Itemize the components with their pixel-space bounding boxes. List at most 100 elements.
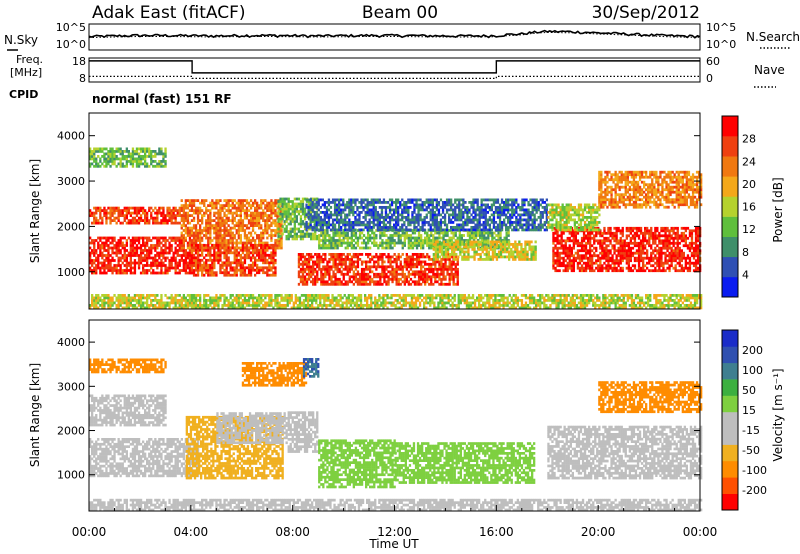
power-cell [305,232,309,236]
power-cell [483,248,486,251]
power-cell [305,235,309,238]
power-cell [390,228,394,232]
power-cell [556,249,559,253]
power-cell [297,262,301,266]
power-cell [371,270,374,274]
power-cell [121,221,124,225]
power-cell [428,255,431,259]
power-cell [190,241,194,245]
power-cell [186,226,190,230]
power-cell [160,269,163,272]
power-cell [421,208,424,212]
power-cell [129,251,132,255]
power-cell [307,253,311,256]
power-cell [166,269,169,272]
power-cell [342,272,345,276]
power-cell [336,239,339,242]
power-cell [256,224,259,227]
nsky-series-line [88,29,701,39]
power-cell [336,234,339,237]
power-cell [342,221,345,224]
power-cell [133,216,137,220]
power-cell [358,280,362,284]
power-cell [393,275,396,279]
power-cell [558,259,561,263]
power-cell [280,239,283,242]
power-cell [379,275,382,279]
power-cell [525,208,528,212]
power-cell [420,255,423,259]
power-cell [103,241,106,245]
power-cell [146,254,149,257]
power-cell [281,200,284,203]
power-cell [135,206,139,210]
power-cell [436,267,439,271]
power-cell [458,206,461,209]
power-cell [508,253,511,256]
power-cell [278,241,281,245]
power-cell [325,206,329,209]
power-cell [374,223,377,227]
power-cell [464,218,467,222]
power-cell [251,266,255,270]
power-cell [452,277,455,281]
power-cell [156,219,159,222]
power-cell [258,243,261,247]
power-cell [340,211,343,214]
power-cell [556,239,559,243]
power-cell [160,264,163,267]
power-cell [272,248,275,252]
power-cell [564,259,567,263]
power-cell [430,241,433,245]
power-cell [256,268,259,272]
power-cell [428,241,431,245]
power-cell [101,246,104,250]
power-cell [317,203,320,207]
power-cell [498,223,502,227]
power-cell [201,263,204,267]
power-cell [270,261,273,265]
power-cell [322,275,325,279]
power-cell [450,277,453,281]
power-cell [350,265,353,269]
power-cell [270,251,273,255]
power-cell [146,244,149,247]
power-cell [203,214,206,217]
power-cell [439,198,443,202]
power-cell [209,271,212,275]
power-cell [186,204,190,207]
power-cell [530,253,533,256]
power-cell [219,263,222,267]
power-cell [430,277,433,281]
power-cell [403,211,406,214]
power-cell [407,216,410,219]
power-cell [556,246,559,250]
power-cell [407,262,410,266]
power-cell [299,235,303,238]
power-cell [129,249,132,252]
power-cell [504,243,507,246]
power-cell [426,234,429,237]
power-cell [133,209,137,212]
power-cell [535,211,538,214]
power-cell [219,221,222,225]
power-cell [217,201,220,205]
power-cell [314,275,317,279]
power-cell [287,207,290,211]
power-cell [251,268,255,272]
power-cell [235,241,238,245]
power-cell [266,206,269,210]
power-cell [507,228,510,232]
power-cell [315,213,318,217]
power-cell [133,221,137,225]
power-cell [474,208,477,212]
power-cell [464,228,467,232]
power-cell [352,231,355,235]
freq-label: Freq. [16,53,43,66]
power-cell [491,236,494,240]
power-cell [150,244,153,247]
power-cell [194,209,198,212]
power-cell [370,216,373,219]
power-cell [399,241,402,245]
power-cell [127,264,130,267]
